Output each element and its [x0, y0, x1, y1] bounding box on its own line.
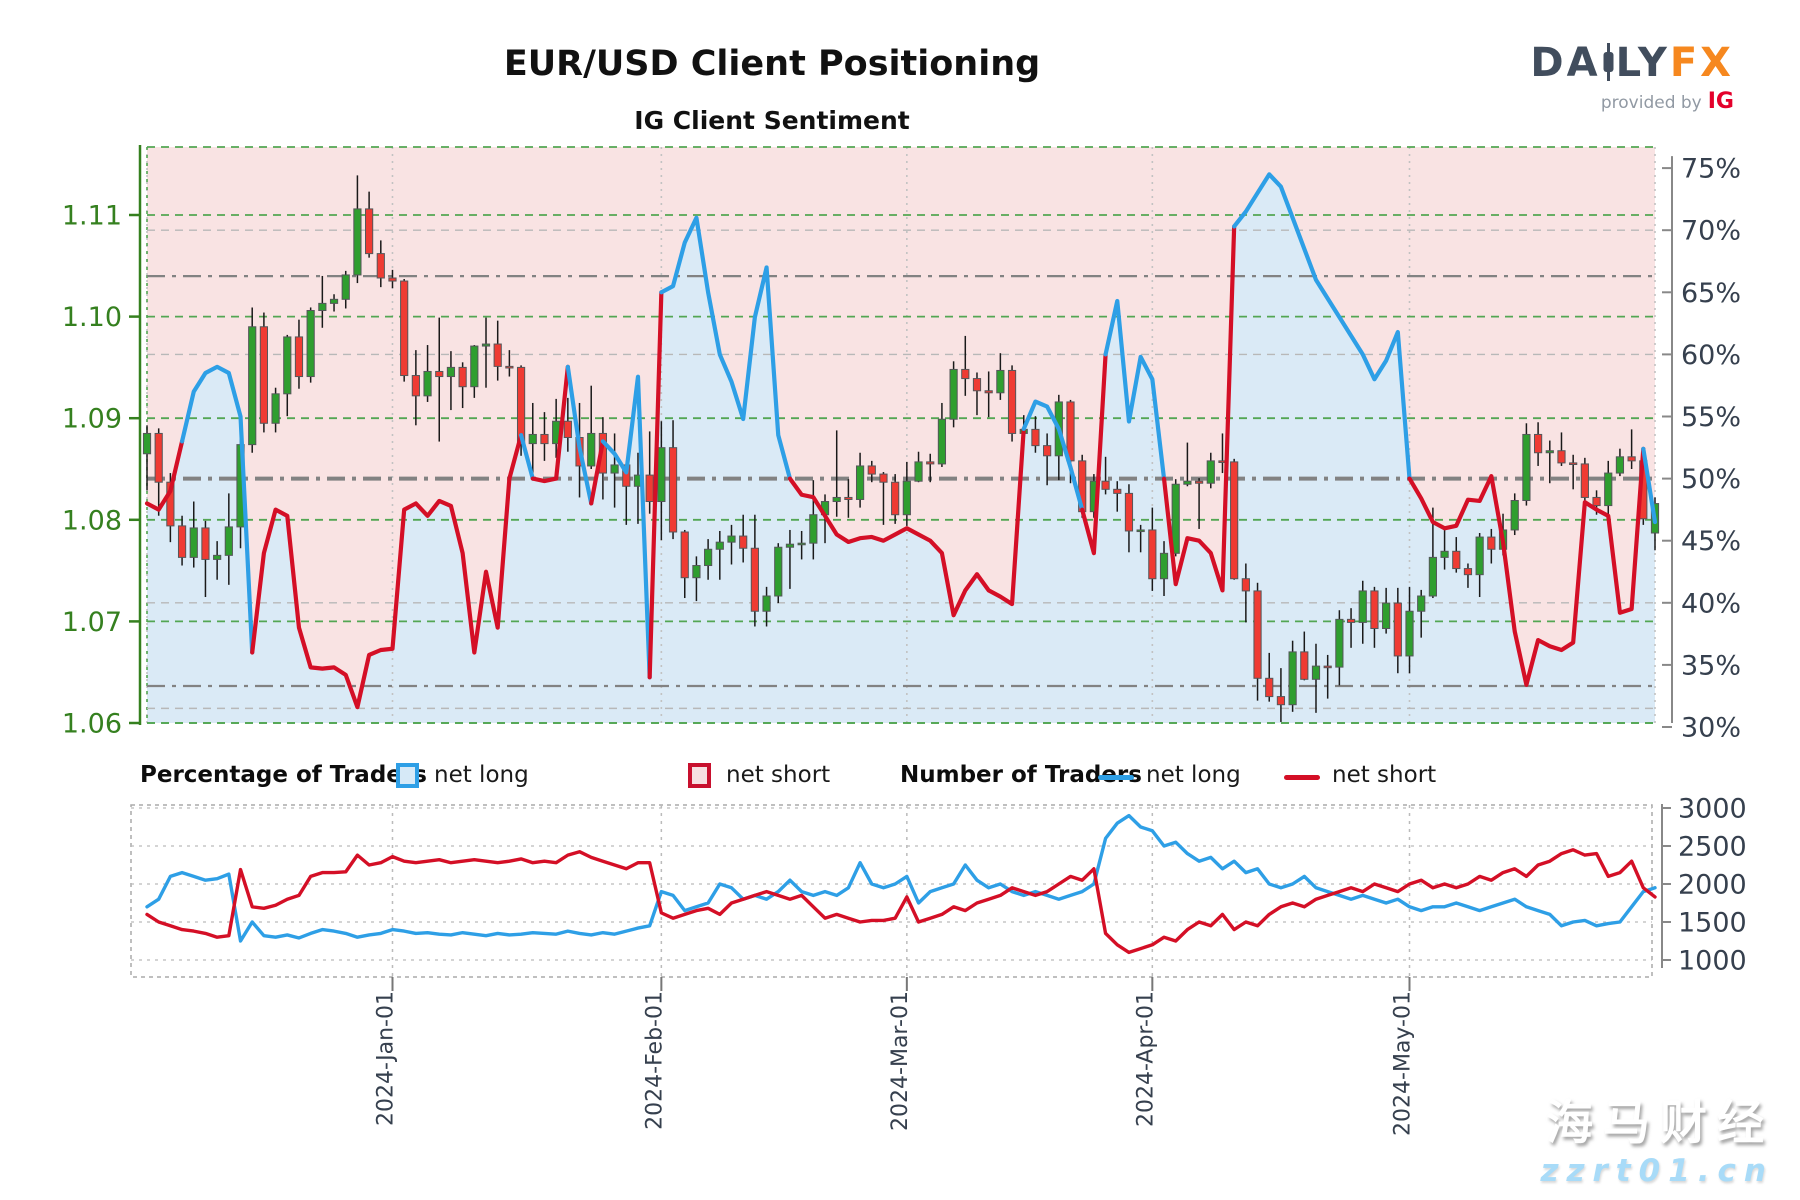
- svg-text:1.07: 1.07: [62, 607, 122, 638]
- logo-tagline: provided by IG: [1530, 89, 1734, 114]
- svg-text:2024-Mar-01: 2024-Mar-01: [888, 991, 913, 1131]
- svg-text:1500: 1500: [1678, 907, 1747, 938]
- svg-text:30%: 30%: [1681, 712, 1741, 743]
- svg-text:3000: 3000: [1678, 793, 1747, 824]
- provided-by-text: provided by: [1600, 93, 1702, 113]
- legend-num-net-long-label: net long: [1146, 762, 1241, 788]
- svg-text:2000: 2000: [1678, 869, 1747, 900]
- net-short-swatch-icon: [688, 763, 711, 788]
- svg-text:50%: 50%: [1681, 464, 1741, 495]
- logo-text-da: DA: [1530, 40, 1601, 86]
- svg-text:2024-May-01: 2024-May-01: [1391, 991, 1416, 1136]
- svg-text:55%: 55%: [1681, 402, 1741, 433]
- logo-text-fx: FX: [1669, 40, 1734, 86]
- svg-text:75%: 75%: [1681, 154, 1741, 185]
- watermark-chinese-text: 海马财经: [1546, 1096, 1774, 1152]
- svg-text:65%: 65%: [1681, 278, 1741, 309]
- svg-text:45%: 45%: [1681, 526, 1741, 557]
- svg-text:2500: 2500: [1678, 831, 1747, 862]
- net-short-line-icon: [1284, 775, 1320, 780]
- svg-text:1.10: 1.10: [62, 302, 122, 333]
- svg-text:40%: 40%: [1681, 588, 1741, 619]
- legend-pct-net-short-label: net short: [726, 762, 831, 788]
- dailyfx-logo: DA LYFX provided by IG: [1530, 42, 1734, 114]
- legend-num-net-short-label: net short: [1332, 762, 1437, 788]
- candlestick-icon: [1601, 42, 1616, 82]
- watermark-site-text: zzrt01.cn: [1540, 1152, 1774, 1189]
- legend-pct-net-long-label: net long: [434, 762, 529, 788]
- watermark: 海马财经 zzrt01.cn: [1540, 1096, 1774, 1190]
- svg-text:1.08: 1.08: [62, 505, 122, 536]
- page-title: EUR/USD Client Positioning: [503, 44, 1041, 84]
- ig-logo: IG: [1707, 89, 1734, 114]
- svg-text:1.11: 1.11: [62, 200, 122, 231]
- net-long-line-icon: [1098, 775, 1134, 780]
- svg-text:60%: 60%: [1681, 340, 1741, 371]
- svg-text:2024-Feb-01: 2024-Feb-01: [642, 991, 667, 1130]
- svg-text:1000: 1000: [1678, 945, 1747, 976]
- logo-text-ly: LY: [1615, 40, 1670, 86]
- svg-text:2024-Apr-01: 2024-Apr-01: [1133, 991, 1158, 1127]
- svg-text:2024-Jan-01: 2024-Jan-01: [373, 991, 398, 1126]
- svg-text:70%: 70%: [1681, 216, 1741, 247]
- net-long-swatch-icon: [396, 763, 419, 788]
- chart-title: IG Client Sentiment: [634, 106, 910, 135]
- svg-text:35%: 35%: [1681, 650, 1741, 681]
- legend: Percentage of Traders net long net short…: [0, 752, 1800, 796]
- legend-pct-heading: Percentage of Traders: [140, 762, 427, 788]
- svg-text:1.06: 1.06: [62, 708, 122, 739]
- dailyfx-wordmark: DA LYFX: [1530, 42, 1734, 83]
- svg-text:1.09: 1.09: [62, 404, 122, 435]
